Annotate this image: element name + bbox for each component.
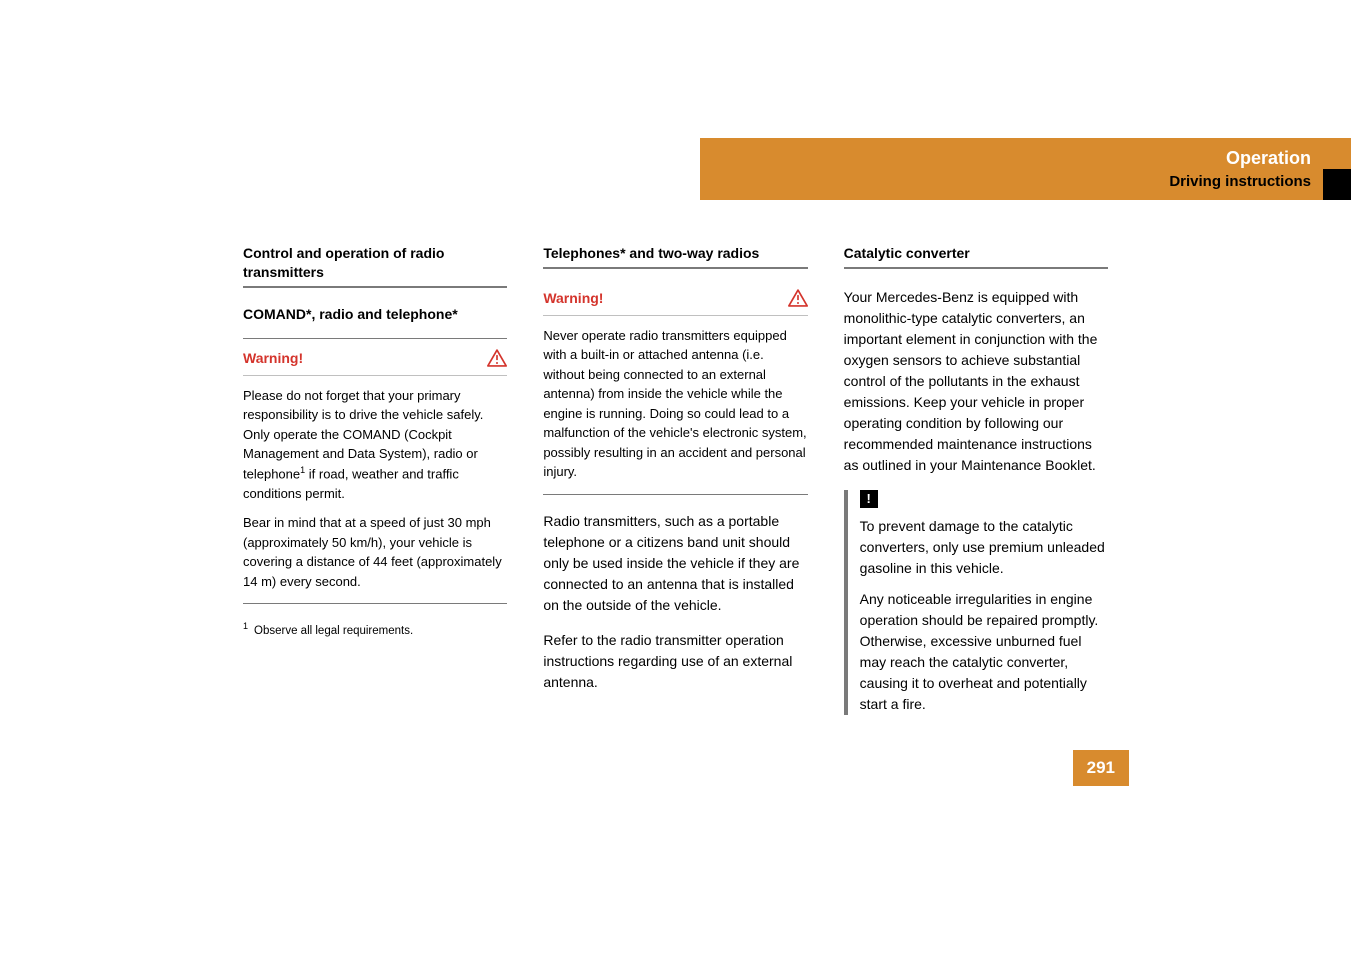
footnote-text: Observe all legal requirements.: [254, 625, 413, 637]
body-paragraph: Radio transmitters, such as a portable t…: [543, 511, 807, 616]
heading-rule: [844, 267, 1108, 269]
warning-label: Warning!: [543, 290, 603, 306]
heading-rule: [543, 267, 807, 269]
note-paragraph: Any noticeable irregularities in engine …: [860, 589, 1108, 715]
warning-label: Warning!: [243, 350, 303, 366]
note-paragraph: To prevent damage to the catalytic conve…: [860, 516, 1108, 579]
body-paragraph: Your Mercedes-Benz is equipped with mono…: [844, 287, 1108, 476]
edge-tab: [1323, 169, 1351, 200]
footnote: 1 Observe all legal requirements.: [243, 620, 507, 639]
section-heading: Telephones* and two-way radios: [543, 244, 807, 263]
page-number: 291: [1073, 750, 1129, 786]
subheading: COMAND*, radio and telephone*: [243, 306, 507, 322]
caution-note: ! To prevent damage to the catalytic con…: [844, 490, 1108, 715]
warning-paragraph: Never operate radio transmitters equippe…: [543, 326, 807, 482]
warning-paragraph: Please do not forget that your primary r…: [243, 386, 507, 503]
column-2: Telephones* and two-way radios Warning! …: [543, 244, 807, 715]
section-heading: Control and operation of radio transmitt…: [243, 244, 507, 282]
footnote-number: 1: [243, 621, 248, 631]
heading-rule: [243, 286, 507, 288]
warning-header: Warning!: [543, 289, 807, 316]
warning-box: Warning! Please do not forget that your …: [243, 338, 507, 604]
warning-triangle-icon: [788, 289, 808, 307]
page-content: Control and operation of radio transmitt…: [243, 244, 1108, 715]
body-paragraph: Refer to the radio transmitter operation…: [543, 630, 807, 693]
column-3: Catalytic converter Your Mercedes-Benz i…: [844, 244, 1108, 715]
warning-paragraph: Bear in mind that at a speed of just 30 …: [243, 513, 507, 591]
section-title: Driving instructions: [1169, 173, 1311, 190]
note-body: To prevent damage to the catalytic conve…: [860, 516, 1108, 715]
warning-body: Never operate radio transmitters equippe…: [543, 326, 807, 482]
chapter-title: Operation: [1226, 148, 1311, 169]
warning-box: Warning! Never operate radio transmitter…: [543, 279, 807, 495]
warning-triangle-icon: [487, 349, 507, 367]
section-heading: Catalytic converter: [844, 244, 1108, 263]
warning-header: Warning!: [243, 349, 507, 376]
header-band: Operation Driving instructions: [700, 138, 1351, 200]
exclamation-icon: !: [860, 490, 878, 508]
column-1: Control and operation of radio transmitt…: [243, 244, 507, 715]
warning-body: Please do not forget that your primary r…: [243, 386, 507, 591]
